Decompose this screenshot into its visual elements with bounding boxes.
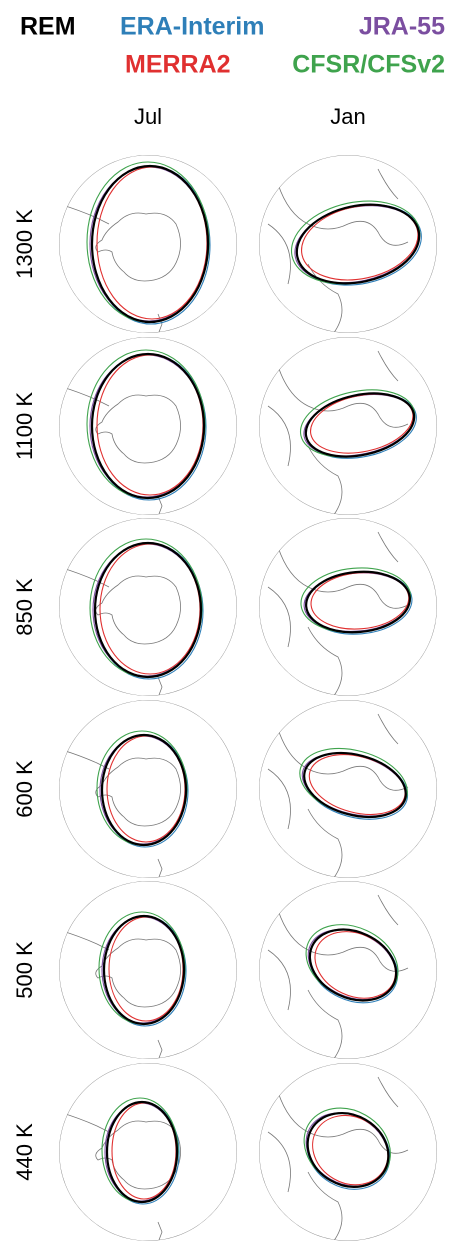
map-panel (259, 337, 437, 515)
column-label: Jul (134, 104, 162, 129)
legend-entry: CFSR/CFSv2 (292, 51, 445, 79)
antarctica (95, 394, 181, 464)
map-panel (259, 155, 437, 333)
legend-entry: REM (20, 13, 76, 41)
map-boundary (259, 518, 437, 696)
coast (157, 858, 163, 878)
map-panel (259, 1063, 437, 1241)
vortex-edge (102, 914, 186, 1026)
coast (267, 713, 409, 878)
map-panel (259, 700, 437, 878)
antarctica (95, 212, 181, 282)
map-boundary (259, 700, 437, 878)
coast (267, 894, 409, 1059)
vortex-edge (305, 570, 411, 634)
vortex-edge (93, 541, 203, 679)
map-panel (59, 518, 237, 696)
map-boundary (259, 881, 437, 1059)
vortex-edge (303, 751, 407, 819)
antarctica (95, 938, 181, 1008)
coast (157, 1039, 163, 1059)
row-label: 850 K (12, 578, 37, 636)
map-panel (259, 881, 437, 1059)
map-boundary (59, 1063, 237, 1241)
map-panel (59, 155, 237, 333)
map-boundary (59, 518, 237, 696)
coast (267, 1076, 409, 1241)
vortex-edge (304, 392, 416, 458)
antarctica (95, 1120, 181, 1190)
vortex-edge (306, 1112, 390, 1188)
map-boundary (59, 700, 237, 878)
row-label: 500 K (12, 941, 37, 999)
vortex-edge (295, 203, 421, 285)
map-panel (59, 337, 237, 515)
column-label: Jan (330, 104, 365, 129)
map-panel (259, 518, 437, 696)
map-boundary (259, 337, 437, 515)
vortex-edge (90, 352, 206, 500)
map-boundary (59, 337, 237, 515)
coast (157, 676, 163, 696)
row-label: 1100 K (12, 392, 37, 460)
coast (157, 313, 163, 333)
row-label: 600 K (12, 760, 37, 818)
legend-entry: ERA-Interim (120, 13, 264, 41)
map-boundary (59, 881, 237, 1059)
map-boundary (259, 1063, 437, 1241)
vortex-edge (105, 1100, 179, 1204)
coast (267, 350, 409, 515)
vortex-edge (90, 164, 210, 324)
coast (157, 1221, 163, 1241)
coast (267, 531, 409, 696)
antarctica (95, 757, 181, 827)
map-panel (59, 1063, 237, 1241)
legend-entry: MERRA2 (125, 51, 231, 79)
map-boundary (259, 155, 437, 333)
coast (267, 168, 409, 333)
vortex-edge (100, 733, 188, 847)
map-panel (59, 881, 237, 1059)
map-panel (59, 700, 237, 878)
vortex-edge (308, 928, 398, 1002)
row-label: 1300 K (12, 209, 37, 279)
row-label: 440 K (12, 1123, 37, 1181)
legend-entry: JRA-55 (359, 13, 445, 41)
